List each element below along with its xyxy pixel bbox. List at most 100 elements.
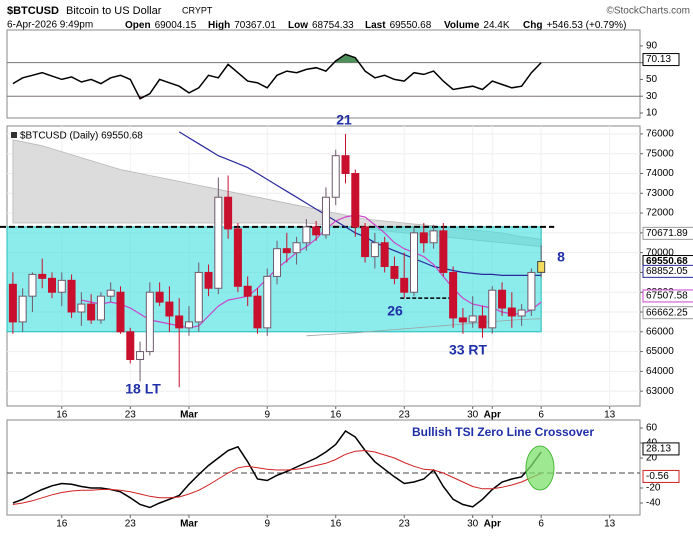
x-tick-label: 23 <box>125 519 137 530</box>
x-tick-label: Mar <box>180 519 198 530</box>
candle-body <box>175 315 184 329</box>
candle-body <box>439 230 448 273</box>
value-label: 28.13 <box>646 444 671 455</box>
x-tick-label: 23 <box>125 410 137 421</box>
candle-body <box>233 228 242 287</box>
annotation: 18 LT <box>125 381 161 397</box>
value-label: 70.13 <box>646 54 671 65</box>
candle-body <box>165 301 174 317</box>
x-tick-label: 9 <box>264 410 270 421</box>
candle-body <box>155 291 164 303</box>
candle-body <box>321 196 330 236</box>
y-tick-label: 75000 <box>646 148 674 159</box>
overlay-line <box>178 131 542 276</box>
legend: $BTCUSD (Daily) 69550.68 <box>20 131 143 142</box>
candle-body <box>370 242 379 258</box>
stat: High 70367.01 <box>208 20 276 31</box>
x-tick-label: 30 <box>467 519 479 530</box>
candle-body <box>537 261 546 273</box>
candle-body <box>87 303 96 321</box>
y-tick-label: -40 <box>646 498 661 509</box>
candle-body <box>28 273 37 297</box>
line <box>12 449 542 505</box>
candle-body <box>488 289 497 329</box>
y-tick-label: 63000 <box>646 386 674 397</box>
annotation: 21 <box>336 112 352 128</box>
x-tick-label: 16 <box>330 410 342 421</box>
y-tick-label: 10 <box>646 108 658 119</box>
instrument-name: Bitcoin to US Dollar <box>66 5 162 17</box>
overlay-line <box>306 318 542 337</box>
annotation: Bullish TSI Zero Line Crossover <box>412 425 594 439</box>
x-tick-label: 9 <box>264 519 270 530</box>
stat: Chg +546.53 (+0.79%) <box>523 20 627 31</box>
candle-body <box>214 196 223 289</box>
candle-body <box>38 273 47 279</box>
stat-label: Chg <box>523 20 542 31</box>
stat-value: 69550.68 <box>390 20 432 31</box>
candle-body <box>194 271 203 323</box>
value-label-box <box>642 264 693 278</box>
value-label-box <box>642 442 680 456</box>
candle-body <box>48 277 57 293</box>
x-tick-label: Apr <box>484 519 501 530</box>
stat: Last 69550.68 <box>365 20 432 31</box>
x-tick-label: 6 <box>538 410 544 421</box>
candle-body <box>302 226 311 244</box>
stat-label: Low <box>288 20 308 31</box>
x-tick-label: Mar <box>180 410 198 421</box>
candle-body <box>136 351 145 360</box>
candle-body <box>67 279 76 313</box>
candle-body <box>224 196 233 230</box>
candle-body <box>429 230 438 244</box>
annotation: 33 RT <box>449 342 488 358</box>
value-label-box <box>642 289 693 303</box>
y-tick-label: -20 <box>646 483 661 494</box>
annotation: 26 <box>387 303 403 319</box>
x-tick-label: 6 <box>538 519 544 530</box>
stat-value: 69004.15 <box>155 20 197 31</box>
y-tick-label: 66000 <box>646 326 674 337</box>
stat: Open 69004.15 <box>125 20 197 31</box>
x-tick-label: Apr <box>484 410 501 421</box>
value-label: 66662.25 <box>646 307 688 318</box>
candle-body <box>361 226 370 258</box>
candle-body <box>77 303 86 313</box>
exchange: CRYPT <box>182 5 213 15</box>
candle-body <box>8 283 17 323</box>
x-tick-label: 30 <box>467 410 479 421</box>
y-tick-label: 64000 <box>646 366 674 377</box>
candle-body <box>419 232 428 244</box>
stats: Open 69004.15 High 70367.01 Low 68754.33 Last 6… <box>125 20 627 31</box>
y-tick-label: 50 <box>646 74 658 85</box>
stat-label: High <box>208 20 230 31</box>
candle-body <box>18 295 27 323</box>
x-tick-label: 23 <box>399 519 411 530</box>
candle-body <box>478 315 487 329</box>
value-label: -0.56 <box>646 471 669 482</box>
value-label-box <box>642 469 680 483</box>
line <box>12 53 542 100</box>
candle-body <box>106 289 115 297</box>
candle-body <box>96 295 105 321</box>
value-label: 70671.89 <box>646 228 688 239</box>
x-tick-label: 16 <box>330 519 342 530</box>
highlight-ellipse <box>525 445 555 491</box>
candle-body <box>527 271 536 311</box>
candle-body <box>517 309 526 317</box>
candle-body <box>126 331 135 360</box>
y-tick-label: 70000 <box>646 247 674 258</box>
panels: 907050301070.137600075000740007300072000… <box>0 29 693 530</box>
stat-label: Volume <box>444 20 480 31</box>
value-label-box <box>642 53 680 67</box>
x-tick-label: 23 <box>399 410 411 421</box>
y-tick-label: 60 <box>646 423 658 434</box>
panel-frame <box>6 29 641 119</box>
y-tick-label: 65000 <box>646 346 674 357</box>
stat: Low 68754.33 <box>288 20 354 31</box>
stat-value: +546.53 (+0.79%) <box>546 20 626 31</box>
candle-body <box>351 172 360 228</box>
y-tick-label: 30 <box>646 91 658 102</box>
x-tick-label: 13 <box>604 519 616 530</box>
